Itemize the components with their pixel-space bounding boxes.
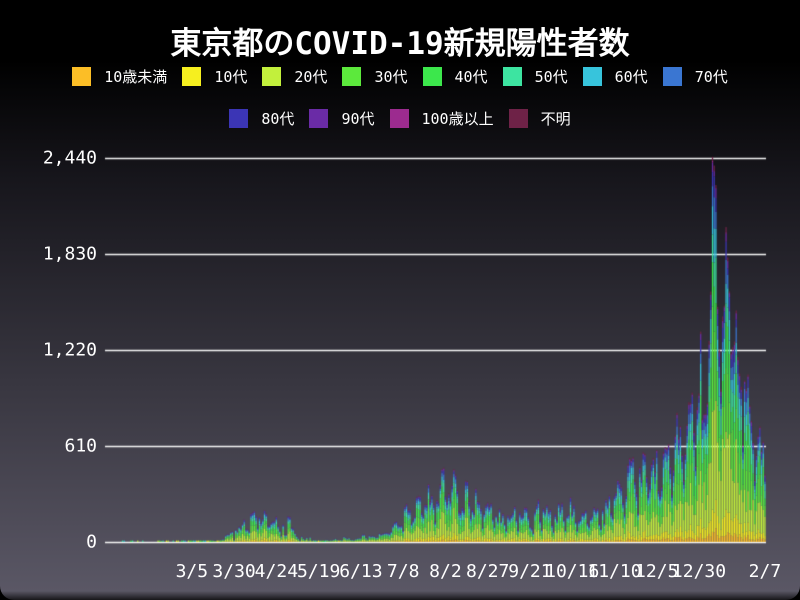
legend-item: 30代 (342, 66, 408, 87)
legend-item: 不明 (508, 108, 571, 129)
legend-swatch-icon (309, 109, 329, 128)
legend-item: 10歳未満 (72, 66, 167, 87)
legend-item: 20代 (262, 66, 327, 87)
legend-item: 90代 (309, 108, 375, 129)
legend-item: 80代 (229, 108, 294, 129)
legend-item-label: 20代 (294, 68, 328, 86)
legend-row-2: 80代 90代 100歳以上 不明 (0, 108, 800, 129)
legend-swatch-icon (389, 109, 409, 128)
legend-item-label: 10代 (214, 68, 248, 86)
legend-swatch-icon (182, 67, 202, 86)
x-axis-tick-label: 6/13 (339, 561, 383, 582)
x-axis-tick-label: 12/30 (671, 561, 727, 582)
y-axis-tick-label: 610 (64, 435, 97, 457)
legend-swatch-icon (582, 67, 602, 86)
y-axis-tick-label: 1,830 (42, 243, 97, 265)
x-axis-tick-label: 2/7 (748, 561, 782, 582)
legend-swatch-icon (422, 67, 442, 86)
legend-item: 10代 (182, 66, 247, 87)
chart-title: 東京都のCOVID-19新規陽性者数 (170, 26, 630, 62)
legend-item-label: 不明 (540, 110, 571, 128)
legend-swatch-icon (662, 67, 682, 86)
legend-item-label: 60代 (614, 68, 648, 86)
x-axis-tick-label: 8/2 (429, 561, 462, 582)
legend-swatch-icon (262, 67, 282, 86)
y-axis-tick-label: 0 (86, 531, 97, 553)
legend-swatch-icon (502, 67, 522, 86)
legend-swatch-icon (72, 67, 92, 86)
x-axis-tick-label: 7/8 (386, 561, 420, 582)
x-axis-tick-label: 9/21 (508, 561, 552, 582)
legend-item-label: 70代 (694, 68, 728, 86)
x-axis-tick-label: 8/27 (465, 561, 510, 582)
y-axis-tick-label: 2,440 (42, 147, 97, 169)
legend-item-label: 90代 (341, 110, 375, 128)
legend-item-label: 80代 (261, 110, 295, 128)
legend-item: 50代 (502, 66, 568, 87)
x-axis-tick-label: 5/19 (296, 561, 341, 582)
x-axis-tick-label: 11/10 (587, 561, 642, 582)
legend-swatch-icon (229, 109, 249, 128)
x-axis-tick-label: 4/24 (254, 561, 299, 582)
legend-item: 70代 (662, 66, 728, 87)
y-axis-tick-label: 1,220 (42, 339, 97, 361)
legend-swatch-icon (342, 67, 362, 86)
x-axis-tick-label: 10/16 (545, 561, 600, 582)
legend-item: 60代 (582, 66, 648, 87)
legend-item-label: 40代 (454, 68, 488, 86)
legend-item-label: 10歳未満 (104, 68, 168, 86)
x-axis-tick-label: 3/30 (212, 561, 256, 582)
x-axis-tick-label: 12/5 (635, 561, 679, 582)
legend-item: 100歳以上 (389, 108, 494, 129)
legend-swatch-icon (508, 109, 528, 128)
x-axis-tick-label: 3/5 (175, 561, 209, 582)
legend-item: 40代 (422, 66, 488, 87)
legend-item-label: 50代 (534, 68, 568, 86)
legend-item-label: 100歳以上 (421, 110, 494, 128)
legend-item-label: 30代 (374, 68, 408, 86)
legend-row-1: 10歳未満 10代 20代 30代 40代 50代 60代 70代 (0, 66, 800, 87)
